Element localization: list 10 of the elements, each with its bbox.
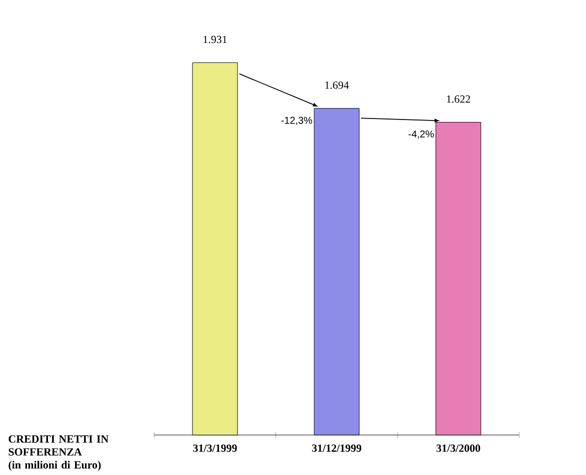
x-tick-label: 31/12/1999 <box>312 444 362 452</box>
data-label: 1.931 <box>204 36 227 44</box>
annotation: -12,3% <box>281 116 312 126</box>
annotation: -4,2% <box>408 130 434 139</box>
data-label: 1.622 <box>446 95 470 103</box>
x-tick-label: 31/3/2000 <box>436 444 480 452</box>
data-label: 1.694 <box>325 82 349 89</box>
x-axis-title: CREDITI NETTI IN SOFFERENZA <box>8 435 109 456</box>
y-axis-title: (in milioni di Euro) <box>8 460 101 471</box>
x-tick-label: 31/3/1999 <box>193 444 237 452</box>
